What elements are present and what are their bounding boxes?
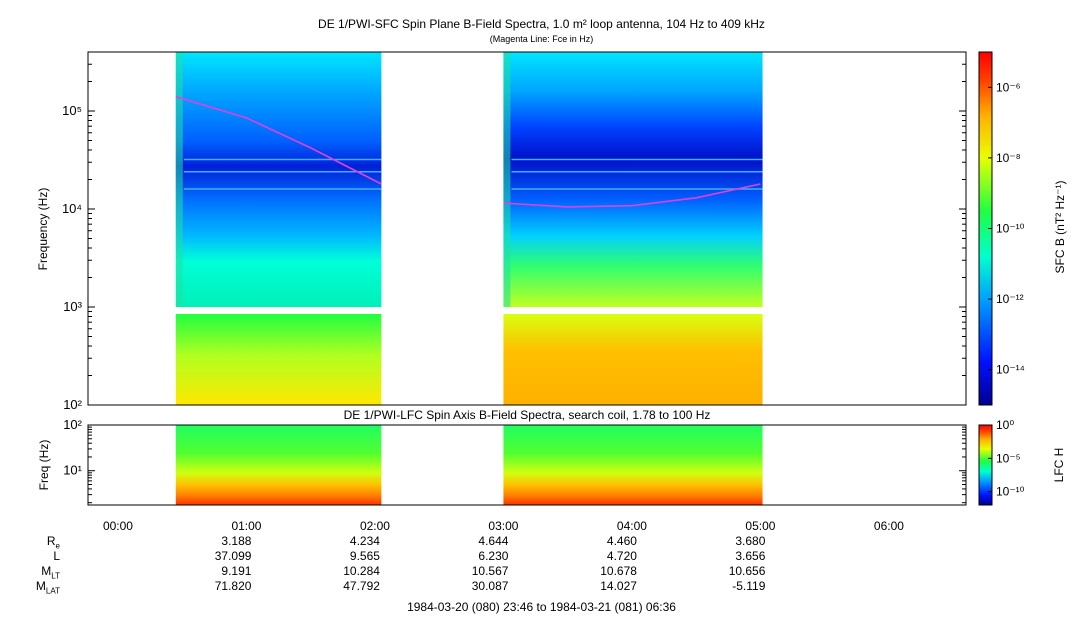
sfc-edge-column — [175, 52, 183, 308]
sfc-low-band-block — [503, 314, 763, 405]
orbit-value: 14.027 — [600, 579, 637, 593]
orbit-value: -5.119 — [732, 579, 766, 593]
orbit-value: 9.565 — [349, 549, 380, 563]
sfc-colorbar-label: 10⁻⁸ — [996, 151, 1021, 165]
lfc-title: DE 1/PWI-LFC Spin Axis B-Field Spectra, … — [343, 408, 711, 422]
sfc-plot-frame — [87, 51, 967, 406]
x-tick-label: 01:00 — [231, 519, 261, 533]
orbit-value: 3.188 — [221, 534, 252, 548]
sfc-colorbar-label: 10⁻¹⁰ — [996, 222, 1025, 236]
orbit-row-label: L — [53, 549, 60, 563]
orbit-value: 3.656 — [735, 549, 766, 563]
sfc-edge-column — [503, 52, 511, 308]
lfc-colorbar-label: 10⁻⁵ — [996, 451, 1021, 465]
orbit-value: 10.284 — [343, 564, 380, 578]
orbit-value: 3.680 — [735, 534, 766, 548]
orbit-value: 4.460 — [606, 534, 637, 548]
orbit-value: 47.792 — [343, 579, 380, 593]
lfc-colorbar — [978, 424, 993, 506]
orbit-value: 4.234 — [349, 534, 380, 548]
sfc-title: DE 1/PWI-SFC Spin Plane B-Field Spectra,… — [318, 17, 765, 31]
orbit-value: 6.230 — [478, 549, 509, 563]
x-tick-label: 03:00 — [488, 519, 518, 533]
orbit-row-label: MLAT — [35, 579, 60, 596]
sfc-y-label: 10⁵ — [62, 103, 82, 118]
sfc-y-label: 10² — [63, 397, 82, 412]
orbit-value: 71.820 — [214, 579, 252, 593]
x-tick-label: 05:00 — [745, 519, 775, 533]
sfc-y-label: 10⁴ — [62, 201, 82, 216]
orbit-value: 9.191 — [221, 564, 252, 578]
lfc-y-label: 10¹ — [63, 463, 82, 478]
lfc-plot-frame — [87, 424, 967, 506]
x-tick-label: 04:00 — [617, 519, 647, 533]
sfc-colorbar-label: 10⁻¹² — [996, 292, 1024, 306]
orbit-row-label: Re — [46, 534, 60, 551]
orbit-value: 4.644 — [478, 534, 509, 548]
lfc-colorbar-label: 10⁰ — [996, 418, 1014, 432]
sfc-colorbar-label: 10⁻⁶ — [996, 80, 1021, 94]
sfc-subtitle: (Magenta Line: Fce in Hz) — [489, 34, 594, 44]
lfc-data-block — [175, 425, 382, 505]
orbit-value: 4.720 — [606, 549, 637, 563]
x-tick-label: 06:00 — [874, 519, 904, 533]
lfc-data-block — [503, 425, 763, 505]
orbit-value: 10.567 — [471, 564, 509, 578]
time-range-footer: 1984-03-20 (080) 23:46 to 1984-03-21 (08… — [407, 600, 676, 614]
orbit-value: 30.087 — [471, 579, 509, 593]
orbit-value: 37.099 — [214, 549, 252, 563]
orbit-value: 10.656 — [728, 564, 766, 578]
orbit-row-label: MLT — [41, 564, 60, 581]
fce-line — [503, 183, 761, 208]
sfc-high-band-block — [503, 52, 763, 308]
fce-line — [175, 95, 382, 185]
x-tick-label: 02:00 — [360, 519, 390, 533]
sfc-low-band-block — [175, 314, 382, 405]
lfc-colorbar-label: 10⁻¹⁰ — [996, 485, 1025, 499]
lfc-y-label: 10² — [63, 417, 82, 432]
x-tick-label: 00:00 — [103, 519, 133, 533]
sfc-high-band-block — [175, 52, 382, 308]
orbit-value: 10.678 — [600, 564, 637, 578]
sfc-colorbar-label: 10⁻¹⁴ — [996, 363, 1025, 377]
sfc-y-label: 10³ — [63, 299, 82, 314]
